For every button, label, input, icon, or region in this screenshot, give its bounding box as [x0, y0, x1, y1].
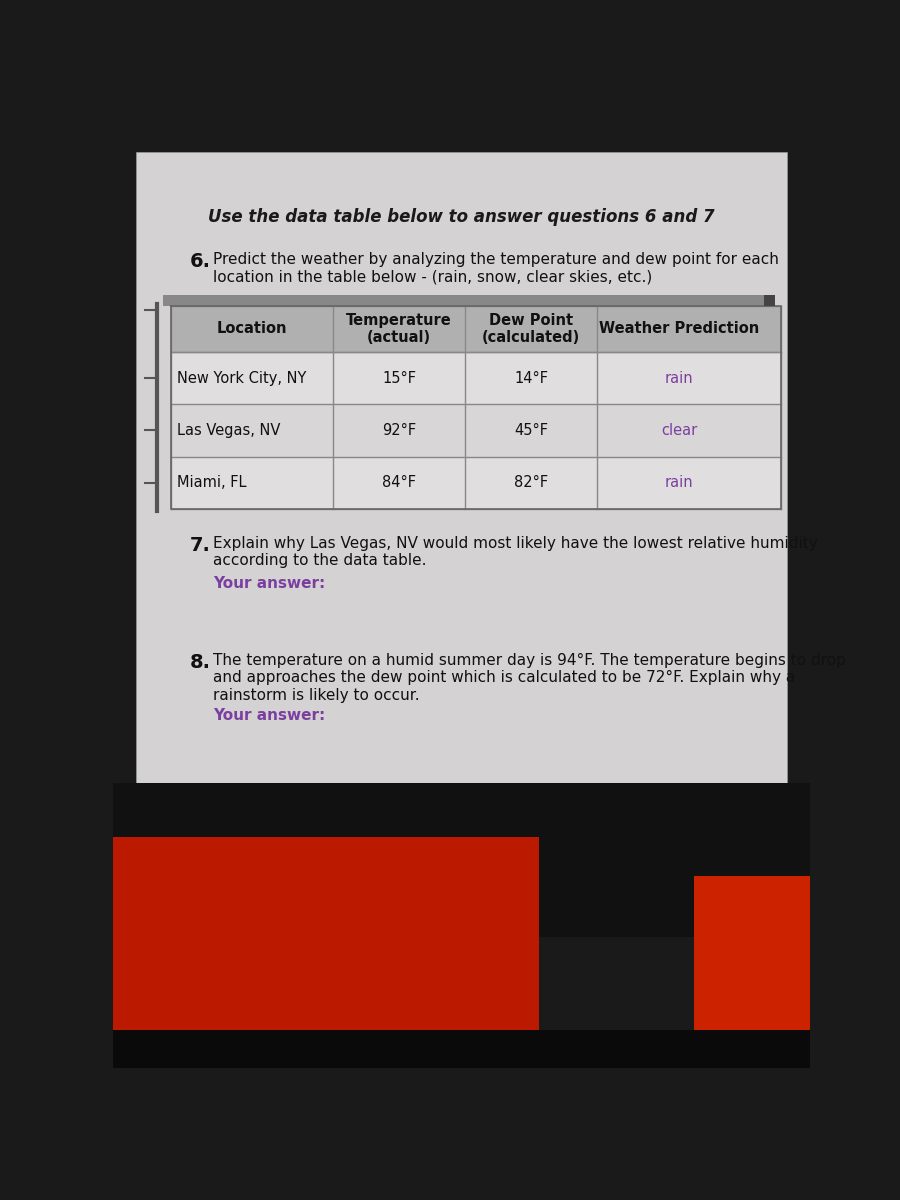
FancyBboxPatch shape [171, 457, 780, 509]
FancyBboxPatch shape [112, 1030, 810, 1068]
FancyBboxPatch shape [694, 876, 810, 1068]
Text: Explain why Las Vegas, NV would most likely have the lowest relative humidity
ac: Explain why Las Vegas, NV would most lik… [213, 536, 818, 569]
Text: Miami, FL: Miami, FL [176, 475, 247, 491]
Text: Dew Point
(calculated): Dew Point (calculated) [482, 312, 580, 346]
FancyBboxPatch shape [171, 404, 780, 457]
FancyBboxPatch shape [136, 151, 787, 784]
Text: 84°F: 84°F [382, 475, 416, 491]
Text: Your answer:: Your answer: [213, 708, 326, 724]
Text: Predict the weather by analyzing the temperature and dew point for each
location: Predict the weather by analyzing the tem… [213, 252, 779, 284]
FancyBboxPatch shape [112, 838, 539, 1068]
Text: 82°F: 82°F [514, 475, 548, 491]
FancyBboxPatch shape [171, 306, 780, 352]
FancyBboxPatch shape [112, 144, 810, 1068]
Text: 8.: 8. [190, 653, 211, 672]
Text: Location: Location [217, 322, 287, 336]
FancyBboxPatch shape [171, 352, 780, 404]
Text: 7.: 7. [190, 536, 211, 554]
Text: Use the data table below to answer questions 6 and 7: Use the data table below to answer quest… [208, 208, 715, 226]
FancyBboxPatch shape [163, 295, 775, 306]
Text: 45°F: 45°F [514, 422, 548, 438]
Text: Weather Prediction: Weather Prediction [598, 322, 760, 336]
Text: Temperature
(actual): Temperature (actual) [346, 312, 452, 346]
Text: 14°F: 14°F [514, 371, 548, 385]
Text: Your answer:: Your answer: [213, 576, 326, 590]
Text: rain: rain [665, 371, 693, 385]
Text: clear: clear [661, 422, 698, 438]
Text: 92°F: 92°F [382, 422, 417, 438]
Text: 15°F: 15°F [382, 371, 416, 385]
FancyBboxPatch shape [112, 784, 810, 937]
FancyBboxPatch shape [763, 295, 775, 306]
Text: rain: rain [665, 475, 693, 491]
Text: The temperature on a humid summer day is 94°F. The temperature begins to drop
an: The temperature on a humid summer day is… [213, 653, 846, 703]
Text: New York City, NY: New York City, NY [176, 371, 306, 385]
Text: 6.: 6. [190, 252, 211, 271]
Text: Las Vegas, NV: Las Vegas, NV [176, 422, 280, 438]
